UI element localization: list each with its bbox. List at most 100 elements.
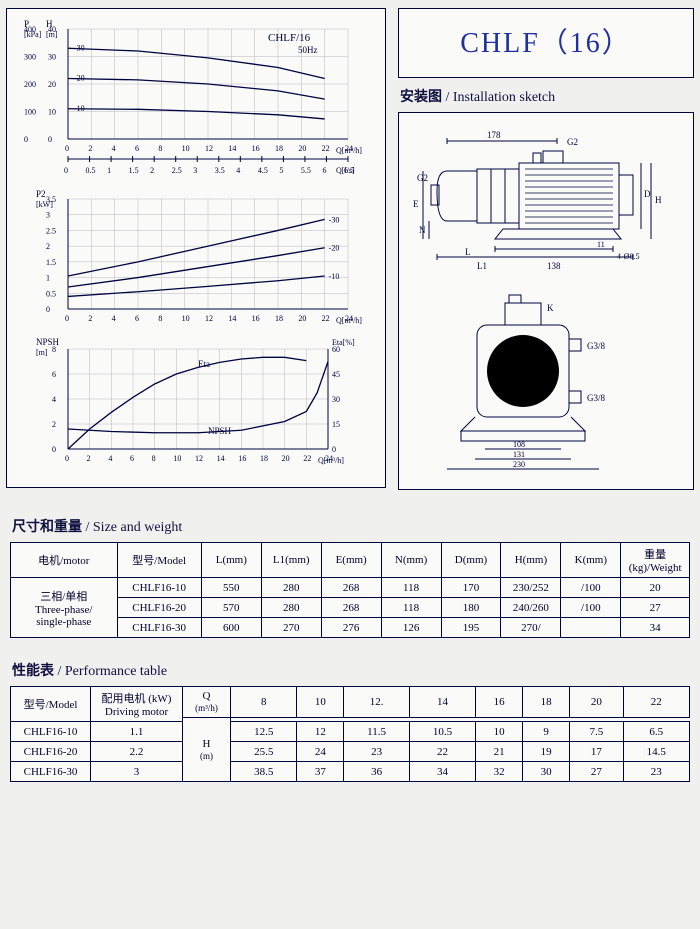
svg-text:0: 0: [24, 135, 28, 144]
dim-holes: 4-Ø8.5: [617, 252, 639, 261]
pt2h3: 34: [409, 762, 475, 782]
svg-text:0: 0: [65, 144, 69, 153]
np-xunit: Q[m³/h]: [318, 456, 344, 465]
svg-text:300: 300: [24, 53, 36, 62]
pt2h1: 37: [297, 762, 344, 782]
svg-text:4: 4: [112, 144, 116, 153]
svg-text:8: 8: [158, 144, 162, 153]
svg-text:10: 10: [182, 144, 190, 153]
size-heading-cn: 尺寸和重量: [12, 520, 82, 535]
p2-yticks: 00.511.522.533.5: [46, 195, 56, 314]
svg-text:8: 8: [52, 345, 56, 354]
pt2h2: 36: [344, 762, 409, 782]
perf-table: 型号/Model 配用电机 (kW)Driving motor Q (m³/h)…: [10, 686, 690, 782]
ptk2: 3: [91, 762, 183, 782]
sr2c3: 276: [321, 618, 381, 638]
svg-text:16: 16: [252, 314, 260, 323]
svg-text:22: 22: [322, 144, 330, 153]
pt1h0: 25.5: [231, 742, 297, 762]
p2-label: P2: [36, 189, 46, 199]
pt0h5: 9: [523, 722, 570, 742]
install-heading: 安装图 / Installation sketch: [400, 86, 694, 106]
svg-text:-20: -20: [74, 74, 85, 83]
dim-108: 108: [513, 440, 525, 449]
pt2h7: 23: [623, 762, 689, 782]
dim-g38b: G3/8: [587, 393, 606, 403]
svg-text:20: 20: [282, 454, 290, 463]
svg-text:6: 6: [130, 454, 134, 463]
svg-text:15: 15: [332, 420, 340, 429]
pt-row-1: CHLF16-20 2.2 25.5 24 23 22 21 19 17 14.…: [11, 742, 690, 762]
npsh-curve-label: NPSH: [208, 426, 232, 436]
sr2c6: 270/: [501, 618, 561, 638]
eta-curve-label: Eta: [198, 359, 210, 369]
svg-text:18: 18: [275, 314, 283, 323]
ph-yticks-h: 010203040: [48, 25, 56, 144]
pt-row-2: CHLF16-30 3 38.5 37 36 34 32 30 27 23: [11, 762, 690, 782]
svg-text:16: 16: [252, 144, 260, 153]
pt-h-label: H: [203, 738, 211, 750]
dim-178: 178: [487, 130, 501, 140]
ptm1: CHLF16-20: [11, 742, 91, 762]
ptk1: 2.2: [91, 742, 183, 762]
svg-text:2.5: 2.5: [46, 226, 56, 235]
svg-text:40: 40: [48, 25, 56, 34]
svg-text:18: 18: [260, 454, 268, 463]
svg-text:4.5: 4.5: [258, 166, 268, 175]
svg-text:12: 12: [205, 144, 213, 153]
svg-text:12: 12: [195, 454, 203, 463]
pt0h2: 11.5: [344, 722, 409, 742]
svg-text:3: 3: [193, 166, 197, 175]
perf-heading: 性能表 / Performance table: [12, 660, 690, 680]
sr1c2: 280: [261, 598, 321, 618]
svg-text:0: 0: [332, 445, 336, 454]
sr2c2: 270: [261, 618, 321, 638]
svg-text:45: 45: [332, 370, 340, 379]
svg-text:-10: -10: [74, 104, 85, 113]
svg-text:0: 0: [46, 305, 50, 314]
sr2c1: 600: [201, 618, 261, 638]
ptm2: CHLF16-30: [11, 762, 91, 782]
pt2h6: 27: [570, 762, 623, 782]
pt1h2: 23: [344, 742, 409, 762]
svg-text:30: 30: [48, 53, 56, 62]
sr0c3: 268: [321, 578, 381, 598]
pt-h-cell: H (m): [183, 718, 231, 782]
size-th-2: L(mm): [201, 543, 261, 578]
svg-text:0.5: 0.5: [86, 166, 96, 175]
sr2c5: 195: [441, 618, 501, 638]
pt1h4: 21: [476, 742, 523, 762]
ptq2: 12.: [344, 687, 409, 718]
svg-text:0: 0: [64, 166, 68, 175]
pt-q-label: Q: [203, 690, 211, 702]
size-heading: 尺寸和重量 / Size and weight: [12, 516, 690, 536]
ph-yticks-p: 0100200300400: [24, 25, 36, 144]
pt-q-h: Q (m³/h): [183, 687, 231, 718]
svg-text:12: 12: [205, 314, 213, 323]
svg-text:18: 18: [275, 144, 283, 153]
motor-group-cell: 三相/单相Three-phase/single-phase: [11, 578, 118, 638]
svg-text:3.5: 3.5: [46, 195, 56, 204]
svg-text:3.5: 3.5: [215, 166, 225, 175]
svg-text:4: 4: [52, 395, 56, 404]
sr0c7: /100: [561, 578, 621, 598]
svg-text:4: 4: [236, 166, 240, 175]
install-heading-en: Installation sketch: [453, 90, 555, 105]
size-th-0: 电机/motor: [11, 543, 118, 578]
p2-curves: -30-20-10: [68, 215, 339, 296]
p2-xticks: 024681012141618202224: [65, 314, 353, 323]
svg-text:14: 14: [228, 144, 236, 153]
dim-l: L: [465, 247, 471, 257]
pt0h4: 10: [476, 722, 523, 742]
size-table: 电机/motor型号/ModelL(mm)L1(mm)E(mm)N(mm)D(m…: [10, 542, 690, 638]
pt0h0: 12.5: [231, 722, 297, 742]
install-heading-cn: 安装图: [400, 90, 442, 105]
svg-text:400: 400: [24, 25, 36, 34]
sr0c5: 170: [441, 578, 501, 598]
svg-text:10: 10: [182, 314, 190, 323]
svg-text:1.5: 1.5: [46, 258, 56, 267]
pt1h6: 17: [570, 742, 623, 762]
ptm0: CHLF16-10: [11, 722, 91, 742]
sr0c8: 20: [621, 578, 690, 598]
svg-text:100: 100: [24, 108, 36, 117]
